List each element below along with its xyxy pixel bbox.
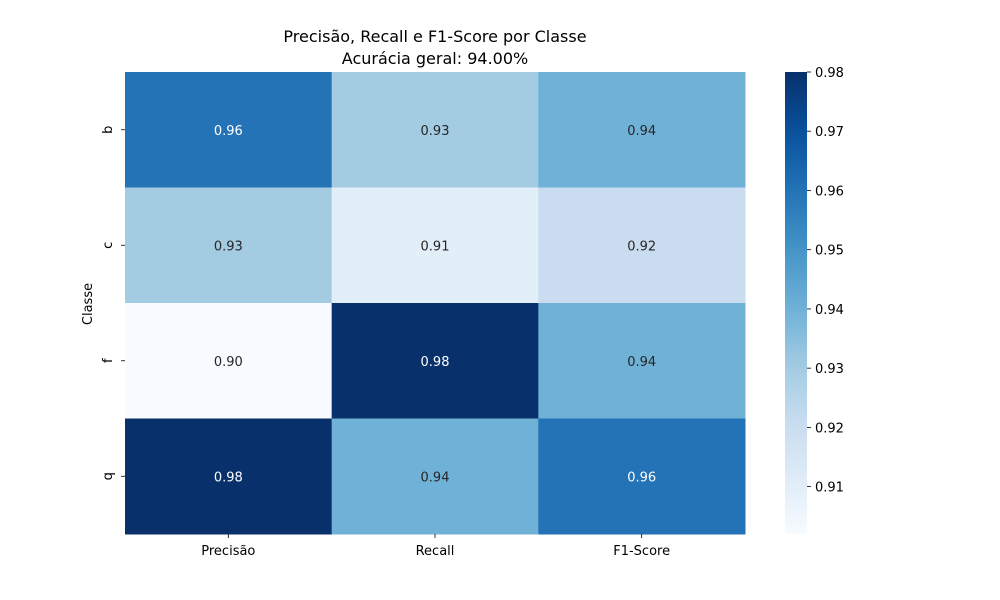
- colorbar-ticks: 0.91 0.92 0.93 0.94 0.95 0.96 0.97 0.98: [807, 66, 844, 496]
- heatmap-cell-c-2: [538, 187, 746, 304]
- colorbar-tick-label: 0.91: [815, 481, 844, 496]
- y-axis-ticks: b c f q: [101, 126, 125, 480]
- heatmap-cells: [125, 72, 746, 535]
- colorbar: [785, 72, 807, 534]
- cell-value-label: 0.94: [421, 470, 450, 485]
- y-tick-label: c: [101, 242, 116, 249]
- heatmap-cell-b-0: [125, 72, 333, 188]
- cell-value-label: 0.93: [214, 239, 243, 254]
- cell-value-label: 0.90: [214, 355, 243, 370]
- heatmap-cell-b-2: [538, 72, 746, 188]
- cell-value-label: 0.96: [214, 124, 243, 139]
- cell-value-label: 0.94: [627, 355, 656, 370]
- y-tick-label: b: [101, 126, 116, 134]
- cell-value-label: 0.91: [421, 239, 450, 254]
- heatmap-cell-f-0: [125, 303, 333, 419]
- x-axis-ticks: Precisão Recall F1-Score: [201, 534, 670, 559]
- colorbar-tick-label: 0.97: [815, 125, 844, 140]
- colorbar-tick-label: 0.96: [815, 184, 844, 199]
- cell-value-label: 0.94: [627, 124, 656, 139]
- heatmap-cell-b-1: [331, 72, 539, 188]
- colorbar-tick-label: 0.92: [815, 421, 844, 436]
- cell-value-label: 0.96: [627, 470, 656, 485]
- heatmap-cell-labels: 0.96 0.93 0.94 0.93 0.91 0.92 0.90 0.98 0.94 0.98…: [214, 124, 656, 486]
- x-tick-label: Recall: [416, 544, 455, 559]
- cell-value-label: 0.92: [627, 239, 656, 254]
- colorbar-tick-label: 0.98: [815, 66, 844, 81]
- heatmap-cell-c-1: [331, 187, 539, 304]
- y-axis-label: Classe: [81, 283, 96, 325]
- chart-title: Precisão, Recall e F1-Score por Classe: [283, 27, 586, 46]
- heatmap-cell-q-0: [125, 418, 333, 535]
- y-tick-label: q: [101, 472, 116, 480]
- colorbar-tick-label: 0.95: [815, 244, 844, 259]
- colorbar-tick-label: 0.94: [815, 303, 844, 318]
- cell-value-label: 0.93: [421, 124, 450, 139]
- x-tick-label: Precisão: [201, 544, 255, 559]
- heatmap-cell-q-2: [538, 418, 746, 535]
- colorbar-tick-label: 0.93: [815, 362, 844, 377]
- heatmap-cell-f-2: [538, 303, 746, 419]
- heatmap-cell-f-1: [331, 303, 539, 419]
- cell-value-label: 0.98: [214, 470, 243, 485]
- y-tick-label: f: [101, 358, 116, 363]
- chart-subtitle: Acurácia geral: 94.00%: [342, 49, 528, 68]
- heatmap-cell-c-0: [125, 187, 333, 304]
- x-tick-label: F1-Score: [613, 544, 670, 559]
- heatmap-cell-q-1: [331, 418, 539, 535]
- cell-value-label: 0.98: [421, 355, 450, 370]
